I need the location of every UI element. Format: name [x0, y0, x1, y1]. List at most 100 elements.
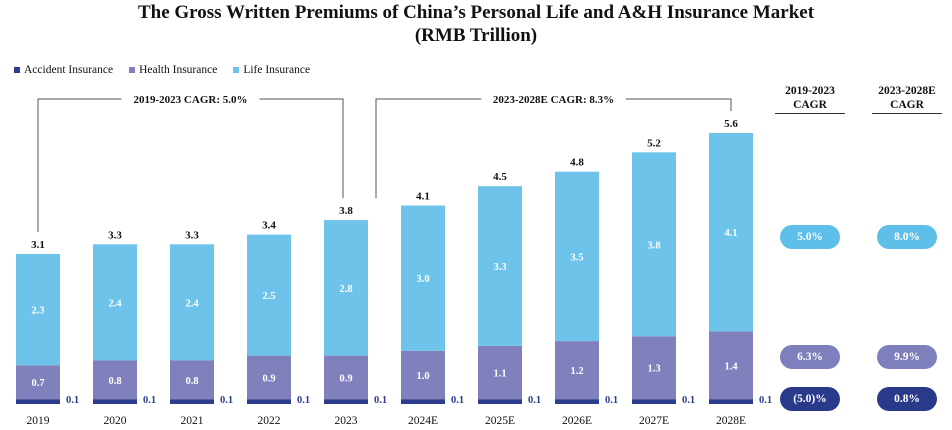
- chart-title: The Gross Written Premiums of China’s Pe…: [137, 2, 815, 23]
- legend-item-accident: Accident Insurance: [14, 64, 113, 76]
- bar-life-insurance-2022: [247, 234, 291, 356]
- bar-life-insurance-2026E: [555, 171, 599, 342]
- data-label-accident-2026E: 0.1: [605, 395, 618, 406]
- bar-accident-insurance-2025E: [478, 399, 522, 404]
- bar-life-insurance-2024E: [401, 205, 445, 351]
- bar-health-insurance-2020: [93, 360, 137, 400]
- data-label-health-2021: 0.8: [185, 376, 198, 387]
- data-label-life-2024E: 3.0: [416, 274, 429, 285]
- cagr-header-1-line1: 2019-2023: [785, 85, 835, 97]
- total-label-2028E: 5.6: [724, 118, 738, 130]
- bar-accident-insurance-2028E: [709, 399, 753, 404]
- legend-item-health: Health Insurance: [129, 64, 217, 76]
- bar-health-insurance-2026E: [555, 341, 599, 400]
- total-label-2026E: 4.8: [570, 157, 584, 169]
- bar-health-insurance-2023: [324, 355, 368, 400]
- data-label-health-2023: 0.9: [339, 373, 352, 384]
- data-label-life-2025E: 3.3: [493, 262, 506, 273]
- x-tick-label-2028E: 2028E: [716, 415, 746, 427]
- bar-health-insurance-2027E: [632, 336, 676, 400]
- bar-life-insurance-2028E: [709, 132, 753, 332]
- x-tick-label-2023: 2023: [335, 415, 358, 427]
- bar-accident-insurance-2021: [170, 399, 214, 404]
- cagr-header-2-line1: 2023-2028E: [878, 85, 936, 97]
- legend-label-accident: Accident Insurance: [24, 64, 114, 76]
- bar-accident-insurance-2020: [93, 399, 137, 404]
- data-label-accident-2022: 0.1: [297, 395, 310, 406]
- total-label-2024E: 4.1: [416, 191, 430, 203]
- chart-subtitle: (RMB Trillion): [414, 25, 538, 46]
- legend: Accident Insurance Health Insurance Life…: [14, 64, 310, 76]
- x-tick-label-2026E: 2026E: [562, 415, 592, 427]
- bar-life-insurance-2020: [93, 244, 137, 361]
- bar-accident-insurance-2019: [16, 399, 60, 404]
- cagr-pill-life-2019-2023: 5.0%: [780, 225, 840, 249]
- bar-health-insurance-2022: [247, 355, 291, 400]
- data-label-health-2027E: 1.3: [647, 364, 660, 375]
- cagr-pill-health-2019-2023: 6.3%: [780, 345, 840, 369]
- x-tick-label-2021: 2021: [181, 415, 204, 427]
- data-label-accident-2023: 0.1: [374, 395, 387, 406]
- bar-accident-insurance-2027E: [632, 399, 676, 404]
- legend-item-life: Life Insurance: [233, 64, 310, 76]
- legend-swatch-health: [129, 67, 136, 73]
- cagr-annotation-2: 2023-2028E CAGR: 8.3%: [493, 94, 614, 106]
- data-label-accident-2020: 0.1: [143, 395, 156, 406]
- data-label-accident-2027E: 0.1: [682, 395, 695, 406]
- cagr-pill-health-2023-2028e: 9.9%: [877, 345, 937, 369]
- cagr-bracket-right-2: [625, 98, 732, 111]
- x-tick-label-2024E: 2024E: [408, 415, 438, 427]
- data-label-life-2023: 2.8: [339, 284, 352, 295]
- cagr-header-2023-2028e: 2023-2028E CAGR: [872, 84, 942, 114]
- data-label-life-2019: 2.3: [31, 306, 44, 317]
- data-label-health-2020: 0.8: [108, 376, 121, 387]
- data-label-life-2020: 2.4: [108, 298, 122, 309]
- data-label-life-2021: 2.4: [185, 298, 199, 309]
- total-label-2027E: 5.2: [647, 137, 661, 149]
- bar-health-insurance-2028E: [709, 331, 753, 400]
- cagr-annotation-1: 2019-2023 CAGR: 5.0%: [134, 94, 248, 106]
- bar-life-insurance-2023: [324, 220, 368, 356]
- bar-accident-insurance-2023: [324, 399, 368, 404]
- cagr-bracket-left-1: [37, 98, 122, 232]
- bar-life-insurance-2019: [16, 253, 60, 366]
- cagr-pill-accident-2023-2028e: 0.8%: [877, 387, 937, 411]
- data-label-health-2028E: 1.4: [724, 361, 738, 372]
- data-label-health-2022: 0.9: [262, 373, 275, 384]
- data-label-health-2026E: 1.2: [570, 366, 583, 377]
- x-tick-label-2022: 2022: [258, 415, 281, 427]
- x-tick-label-2025E: 2025E: [485, 415, 515, 427]
- total-label-2025E: 4.5: [493, 171, 507, 183]
- total-label-2023: 3.8: [339, 205, 353, 217]
- x-tick-label-2027E: 2027E: [639, 415, 669, 427]
- data-label-life-2022: 2.5: [262, 291, 275, 302]
- bar-life-insurance-2021: [170, 244, 214, 361]
- data-label-life-2027E: 3.8: [647, 240, 660, 251]
- bar-chart: 0.1 0.7 2.3 3.1 2019 0.1 0.8 2.4 3.3 2020 0.1 0.8 2.…: [16, 94, 772, 427]
- bar-health-insurance-2024E: [401, 350, 445, 400]
- bar-health-insurance-2025E: [478, 345, 522, 400]
- data-label-accident-2024E: 0.1: [451, 395, 464, 406]
- total-label-2020: 3.3: [108, 229, 122, 241]
- cagr-header-2019-2023: 2019-2023 CAGR: [775, 84, 845, 114]
- total-label-2022: 3.4: [262, 220, 276, 232]
- cagr-header-1-line2: CAGR: [793, 99, 827, 111]
- cagr-pill-accident-2019-2023: (5.0)%: [780, 387, 840, 411]
- bar-accident-insurance-2024E: [401, 399, 445, 404]
- data-label-life-2028E: 4.1: [724, 228, 737, 239]
- x-tick-label-2020: 2020: [104, 415, 127, 427]
- legend-swatch-accident: [14, 67, 20, 73]
- total-label-2021: 3.3: [185, 229, 199, 241]
- data-label-health-2024E: 1.0: [416, 371, 429, 382]
- data-label-health-2025E: 1.1: [493, 369, 506, 380]
- bar-health-insurance-2019: [16, 365, 60, 400]
- bar-life-insurance-2027E: [632, 152, 676, 337]
- legend-label-life: Life Insurance: [243, 64, 311, 76]
- bar-accident-insurance-2026E: [555, 399, 599, 404]
- cagr-header-2-line2: CAGR: [890, 99, 924, 111]
- bar-life-insurance-2025E: [478, 186, 522, 346]
- data-label-life-2026E: 3.5: [570, 252, 583, 263]
- x-tick-label-2019: 2019: [27, 415, 50, 427]
- cagr-bracket-left-2: [375, 98, 482, 199]
- legend-label-health: Health Insurance: [139, 64, 218, 76]
